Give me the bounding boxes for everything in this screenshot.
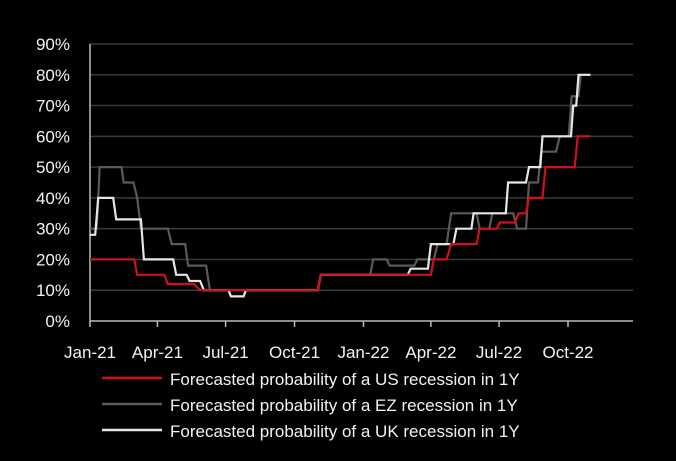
y-tick-label: 50% <box>36 158 70 177</box>
y-tick-label: 90% <box>36 35 70 54</box>
x-tick-label: Apr-22 <box>405 343 456 362</box>
legend: Forecasted probability of a US recession… <box>102 370 520 441</box>
y-tick-label: 40% <box>36 189 70 208</box>
y-tick-label: 0% <box>45 312 70 331</box>
x-tick-label: Jan-22 <box>337 343 389 362</box>
legend-label-ez: Forecasted probability of a EZ recession… <box>170 396 518 415</box>
y-tick-label: 20% <box>36 250 70 269</box>
series-line-us <box>90 135 591 292</box>
series-lines <box>90 73 591 298</box>
y-tick-label: 70% <box>36 97 70 116</box>
x-tick-label: Oct-21 <box>269 343 320 362</box>
x-tick-label: Jul-21 <box>202 343 248 362</box>
x-tick-label: Jan-21 <box>64 343 116 362</box>
y-tick-label: 30% <box>36 220 70 239</box>
y-tick-label: 80% <box>36 66 70 85</box>
y-tick-label: 60% <box>36 127 70 146</box>
y-tick-label: 10% <box>36 281 70 300</box>
x-axis: Jan-21 Apr-21 Jul-21 Oct-21 Jan-22 Apr-22 Jul-… <box>64 44 633 362</box>
y-axis-ticks: 0% 10% 20% 30% 40% 50% 60% 70% 80% 90% <box>36 35 70 331</box>
x-tick-label: Jul-22 <box>476 343 522 362</box>
legend-label-uk: Forecasted probability of a UK recession… <box>170 422 520 441</box>
series-line-uk <box>90 73 591 298</box>
x-tick-label: Apr-21 <box>132 343 183 362</box>
gridlines <box>90 43 633 291</box>
x-tick-label: Oct-22 <box>542 343 593 362</box>
legend-label-us: Forecasted probability of a US recession… <box>170 370 520 389</box>
